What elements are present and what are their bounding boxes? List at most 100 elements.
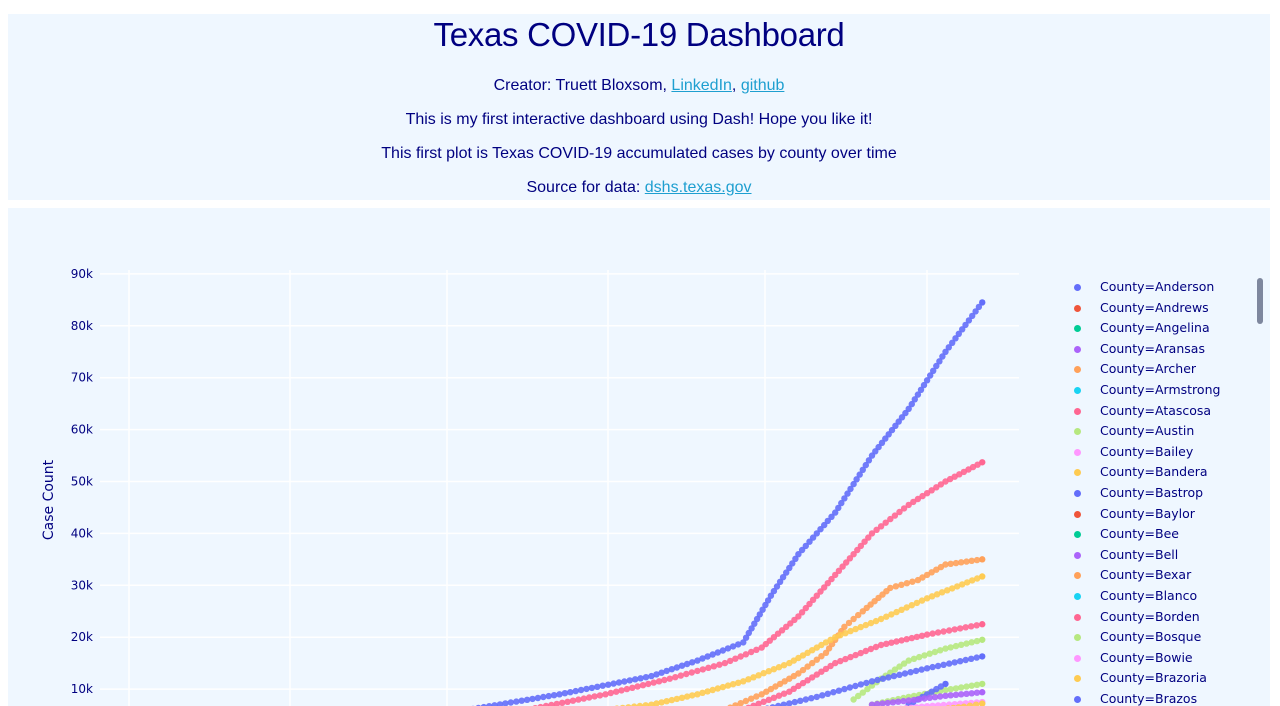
source-text: Source for data: bbox=[526, 179, 645, 196]
legend-label: County=Armstrong bbox=[1100, 381, 1221, 397]
series-points bbox=[868, 689, 986, 706]
legend-item[interactable]: County=Armstrong bbox=[1070, 381, 1250, 402]
legend-label: County=Bexar bbox=[1100, 567, 1192, 583]
legend-label: County=Baylor bbox=[1100, 505, 1195, 521]
legend-label: County=Bowie bbox=[1100, 649, 1193, 665]
legend-marker-icon bbox=[1074, 345, 1081, 353]
legend-marker-icon bbox=[1074, 284, 1081, 291]
linkedin-link[interactable]: LinkedIn bbox=[671, 77, 732, 94]
github-link[interactable]: github bbox=[740, 77, 785, 94]
svg-text:50k: 50k bbox=[71, 475, 93, 489]
legend-item[interactable]: County=Archer bbox=[1070, 360, 1250, 381]
svg-text:90k: 90k bbox=[71, 267, 93, 281]
legend-item[interactable]: County=Atascosa bbox=[1070, 402, 1250, 423]
source-line: Source for data: dshs.texas.gov bbox=[8, 179, 1270, 197]
legend-marker-icon bbox=[1074, 551, 1081, 559]
legend-label: County=Bandera bbox=[1100, 464, 1208, 480]
svg-text:80k: 80k bbox=[71, 319, 93, 333]
legend-label: County=Archer bbox=[1100, 361, 1197, 377]
scatter-plot[interactable]: 10k 20k 30k 40k 50k 60k 70k 80k 90k Case Count bbox=[8, 208, 1270, 706]
legend-item[interactable]: County=Bell bbox=[1070, 546, 1250, 567]
legend-marker-icon bbox=[1074, 469, 1081, 477]
legend-item[interactable]: County=Anderson bbox=[1070, 278, 1250, 299]
legend-label: County=Blanco bbox=[1100, 587, 1198, 603]
legend-item[interactable]: County=Bexar bbox=[1070, 566, 1250, 587]
y-axis-ticks: 10k 20k 30k 40k 50k 60k 70k 80k 90k bbox=[71, 267, 93, 696]
legend-item[interactable]: County=Aransas bbox=[1070, 340, 1250, 361]
series-points bbox=[727, 556, 986, 706]
legend-label: County=Brazoria bbox=[1100, 670, 1207, 686]
legend-item[interactable]: County=Baylor bbox=[1070, 505, 1250, 526]
source-link[interactable]: dshs.texas.gov bbox=[644, 179, 752, 196]
legend[interactable]: County=Anderson County=Andrews County=Ange… bbox=[1070, 278, 1250, 706]
legend-item[interactable]: County=Borden bbox=[1070, 608, 1250, 629]
creator-text: Creator: Truett Bloxsom, bbox=[493, 77, 672, 94]
legend-item[interactable]: County=Blanco bbox=[1070, 587, 1250, 608]
legend-marker-icon bbox=[1074, 304, 1081, 312]
legend-label: County=Borden bbox=[1100, 608, 1200, 624]
legend-marker-icon bbox=[1074, 325, 1081, 333]
legend-marker-icon bbox=[1074, 428, 1081, 436]
legend-label: County=Bailey bbox=[1100, 443, 1194, 459]
legend-label: County=Aransas bbox=[1100, 340, 1205, 356]
legend-label: County=Bosque bbox=[1100, 629, 1202, 645]
legend-marker-icon bbox=[1074, 572, 1081, 580]
svg-text:20k: 20k bbox=[71, 630, 93, 644]
legend-label: County=Bell bbox=[1100, 546, 1179, 562]
svg-text:70k: 70k bbox=[71, 371, 93, 385]
legend-label: County=Brazos bbox=[1100, 690, 1198, 706]
legend-item[interactable]: County=Andrews bbox=[1070, 299, 1250, 320]
creator-line: Creator: Truett Bloxsom, LinkedIn, githu… bbox=[8, 77, 1270, 95]
legend-item[interactable]: County=Bailey bbox=[1070, 443, 1250, 464]
legend-label: County=Bee bbox=[1100, 526, 1179, 542]
series-points bbox=[942, 700, 986, 706]
legend-marker-icon bbox=[1074, 654, 1081, 662]
intro-text: This is my first interactive dashboard u… bbox=[405, 111, 873, 128]
legend-marker-icon bbox=[1074, 366, 1081, 374]
data-points[interactable] bbox=[464, 299, 986, 706]
series-points bbox=[615, 573, 986, 706]
legend-marker-icon bbox=[1074, 407, 1081, 415]
legend-marker-icon bbox=[1074, 695, 1081, 703]
plot-grid bbox=[100, 270, 1019, 706]
svg-text:40k: 40k bbox=[71, 526, 93, 540]
legend-item[interactable]: County=Austin bbox=[1070, 422, 1250, 443]
legend-item[interactable]: County=Angelina bbox=[1070, 319, 1250, 340]
comma-separator: , bbox=[731, 77, 741, 94]
legend-item[interactable]: County=Brazos bbox=[1070, 690, 1250, 706]
legend-item[interactable]: County=Bastrop bbox=[1070, 484, 1250, 505]
legend-label: County=Bastrop bbox=[1100, 484, 1204, 500]
legend-marker-icon bbox=[1074, 634, 1081, 642]
legend-scrollbar[interactable] bbox=[1257, 278, 1263, 324]
legend-label: County=Angelina bbox=[1100, 320, 1210, 336]
y-axis-label: Case Count bbox=[41, 459, 57, 540]
legend-label: County=Andrews bbox=[1100, 299, 1209, 315]
legend-marker-icon bbox=[1074, 613, 1081, 621]
svg-text:30k: 30k bbox=[71, 578, 93, 592]
series-points bbox=[745, 621, 986, 706]
legend-item[interactable]: County=Bandera bbox=[1070, 463, 1250, 484]
series-points bbox=[471, 299, 986, 706]
legend-item[interactable]: County=Bosque bbox=[1070, 628, 1250, 649]
legend-marker-icon bbox=[1074, 489, 1081, 497]
legend-marker-icon bbox=[1074, 592, 1081, 600]
legend-marker-icon bbox=[1074, 675, 1081, 683]
legend-marker-icon bbox=[1074, 510, 1081, 518]
header-panel: Texas COVID-19 Dashboard Creator: Truett… bbox=[8, 14, 1270, 200]
legend-label: County=Atascosa bbox=[1100, 402, 1212, 418]
series-points bbox=[532, 459, 986, 706]
series-points bbox=[765, 653, 986, 706]
plot-description: This first plot is Texas COVID-19 accumu… bbox=[381, 145, 897, 162]
legend-label: County=Anderson bbox=[1100, 279, 1215, 294]
svg-text:60k: 60k bbox=[71, 423, 93, 437]
legend-label: County=Austin bbox=[1100, 423, 1195, 439]
legend-item[interactable]: County=Bee bbox=[1070, 525, 1250, 546]
page-title: Texas COVID-19 Dashboard bbox=[433, 16, 845, 53]
legend-marker-icon bbox=[1074, 448, 1081, 456]
legend-marker-icon bbox=[1074, 531, 1081, 539]
legend-item[interactable]: County=Bowie bbox=[1070, 649, 1250, 670]
svg-text:10k: 10k bbox=[71, 682, 93, 696]
chart-panel: 10k 20k 30k 40k 50k 60k 70k 80k 90k Case Count C… bbox=[8, 208, 1270, 706]
legend-marker-icon bbox=[1074, 386, 1081, 394]
legend-item[interactable]: County=Brazoria bbox=[1070, 669, 1250, 690]
